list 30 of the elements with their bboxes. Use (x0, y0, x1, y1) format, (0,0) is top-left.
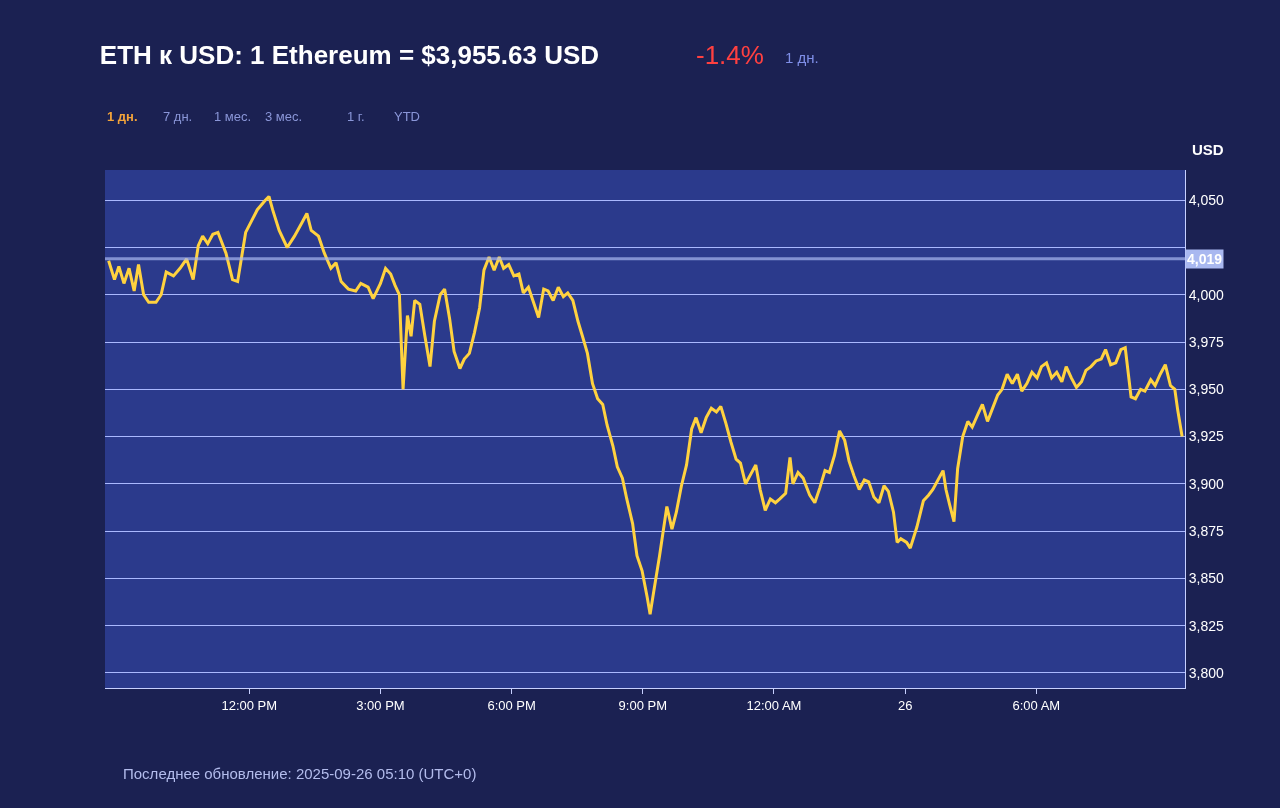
y-tick-label: 3,900 (1188, 475, 1225, 492)
y-tick-label: 3,975 (1188, 333, 1225, 350)
x-tick-label: 26 (897, 697, 913, 713)
x-tick-label: 9:00 PM (618, 697, 668, 713)
x-tick-label: 12:00 PM (221, 697, 278, 713)
x-tick-label: 6:00 PM (487, 697, 536, 713)
y-axis-title: USD (1192, 141, 1224, 158)
text: YTD (394, 109, 420, 124)
y-tick-label: 4,000 (1188, 286, 1225, 303)
text: 1 г. (347, 109, 365, 124)
y-tick-label: 3,800 (1188, 664, 1225, 681)
y-tick-label: 3,850 (1188, 570, 1225, 587)
text: 1 дн. (107, 109, 138, 124)
text: 1 мес. (214, 109, 252, 124)
y-tick-label: 3,825 (1188, 617, 1225, 634)
y-tick-label: 3,925 (1188, 428, 1225, 445)
text: Последнее обновление: 2025-09-26 05:10 (UTC+0) (123, 765, 477, 782)
x-tick-label: 6:00 AM (1012, 697, 1061, 713)
line-series (107, 194, 1184, 616)
x-tick-label: 3:00 PM (356, 697, 405, 713)
text: 3 мес. (265, 109, 303, 124)
text: -1.4% (696, 40, 764, 70)
ref-line-label: 4,019 (1187, 251, 1223, 267)
y-tick-label: 4,050 (1188, 192, 1225, 209)
x-tick-label: 12:00 AM (746, 697, 802, 713)
text: 7 дн. (163, 109, 193, 124)
chart-title: ETH к USD: 1 Ethereum = $3,955.63 USD (99, 40, 600, 71)
text: 1 дн. (785, 49, 819, 66)
y-tick-label: 3,950 (1188, 381, 1225, 398)
y-tick-label: 3,875 (1188, 522, 1225, 539)
